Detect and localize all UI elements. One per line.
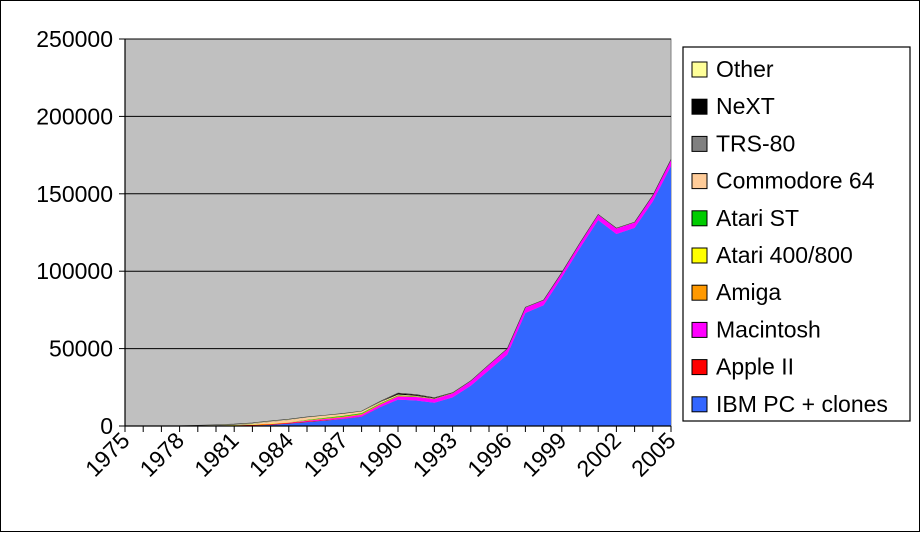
- legend-label-amiga: Amiga: [716, 279, 781, 305]
- x-tick-label-1975: 1975: [80, 427, 135, 482]
- legend-label-next: NeXT: [716, 93, 775, 119]
- x-tick-label-1981: 1981: [189, 427, 244, 482]
- y-tick-label-150000: 150000: [36, 181, 113, 207]
- x-tick-label-1999: 1999: [517, 427, 572, 482]
- stack-top-outline: [125, 159, 672, 427]
- legend-label-other: Other: [716, 56, 774, 82]
- legend-swatch-ibm-pc-clones: [691, 396, 708, 413]
- legend-label-commodore-64: Commodore 64: [716, 168, 875, 194]
- legend: Other NeXT TRS-80 Commodore 64 Atari ST Atari…: [682, 46, 911, 422]
- x-tick-label-1987: 1987: [298, 427, 353, 482]
- y-axis-tick-labels: 0 50000 100000 150000 200000 250000: [36, 26, 113, 439]
- x-tick-label-2002: 2002: [571, 427, 626, 482]
- x-tick-label-2005: 2005: [626, 427, 681, 482]
- legend-swatch-amiga: [691, 284, 708, 301]
- legend-label-macintosh: Macintosh: [716, 316, 821, 342]
- legend-label-apple-ii: Apple II: [716, 354, 794, 380]
- x-tick-label-1984: 1984: [244, 427, 299, 482]
- stacked-areas: [125, 159, 672, 427]
- legend-label-trs-80: TRS-80: [716, 130, 795, 156]
- area-ibm-pc-clones: [125, 165, 671, 426]
- legend-label-atari-400-800: Atari 400/800: [716, 242, 853, 268]
- y-tick-label-50000: 50000: [49, 336, 113, 362]
- legend-swatch-next: [691, 98, 708, 115]
- legend-swatch-commodore-64: [691, 173, 708, 190]
- legend-swatch-atari-400-800: [691, 247, 708, 264]
- legend-swatch-apple-ii: [691, 359, 708, 376]
- x-tick-label-1993: 1993: [408, 427, 463, 482]
- legend-swatch-atari-st: [691, 210, 708, 227]
- y-tick-label-250000: 250000: [36, 26, 113, 52]
- x-tick-label-1978: 1978: [135, 427, 190, 482]
- x-axis-tick-labels: 1975 1978 1981 1984 1987 1990 1993 1996 1999 2002…: [80, 427, 681, 482]
- legend-swatch-other: [691, 61, 708, 78]
- y-tick-label-0: 0: [100, 413, 113, 439]
- axes: [119, 38, 672, 432]
- legend-box: [682, 46, 911, 422]
- x-tick-label-1996: 1996: [462, 427, 517, 482]
- y-tick-label-200000: 200000: [36, 103, 113, 129]
- legend-label-atari-st: Atari ST: [716, 205, 799, 231]
- x-tick-label-1990: 1990: [353, 427, 408, 482]
- y-tick-label-100000: 100000: [36, 258, 113, 284]
- legend-swatch-macintosh: [691, 321, 708, 338]
- legend-label-ibm-pc-clones: IBM PC + clones: [716, 391, 888, 417]
- legend-swatch-trs-80: [691, 135, 708, 152]
